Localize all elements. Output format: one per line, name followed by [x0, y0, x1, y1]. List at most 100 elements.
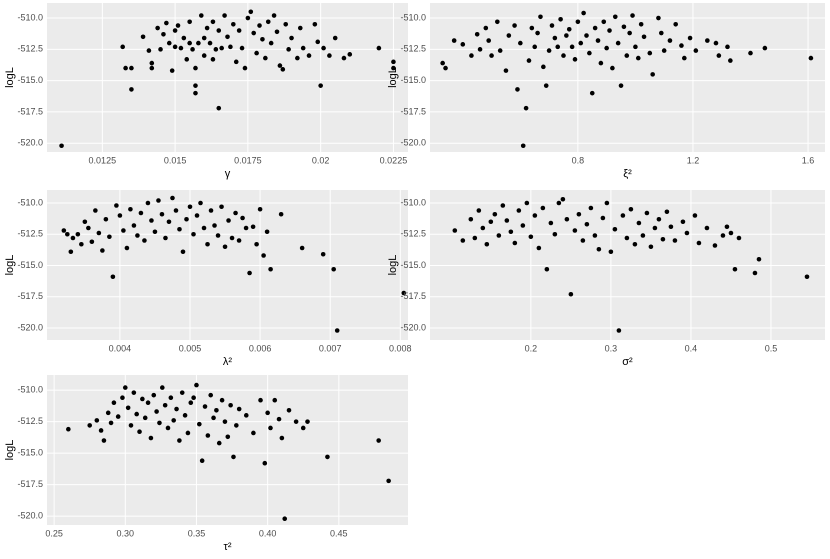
point — [131, 390, 137, 395]
point — [321, 45, 326, 51]
point — [198, 200, 203, 206]
point — [279, 435, 285, 441]
point — [549, 23, 555, 28]
point — [158, 47, 163, 52]
point — [98, 428, 104, 433]
point — [278, 211, 284, 217]
point — [108, 420, 114, 426]
point — [692, 213, 698, 218]
point — [331, 266, 336, 272]
point — [615, 40, 621, 46]
x-tick-label: 0.004 — [109, 343, 132, 353]
y-tick-label: -515.0 — [17, 260, 43, 270]
point — [134, 411, 139, 417]
point — [480, 225, 486, 231]
point — [268, 40, 274, 46]
point — [524, 200, 530, 206]
point — [508, 229, 514, 235]
point — [75, 231, 81, 237]
x-tick-label: 0.25 — [45, 528, 63, 538]
point — [208, 392, 214, 398]
point — [327, 53, 332, 58]
point — [604, 200, 610, 206]
point — [736, 235, 742, 241]
point — [504, 218, 510, 223]
point — [576, 211, 582, 217]
point — [544, 266, 550, 272]
point — [165, 425, 171, 431]
point — [261, 253, 266, 258]
x-axis-title: τ² — [223, 541, 231, 553]
point — [93, 208, 98, 213]
point — [154, 409, 159, 414]
point — [608, 249, 614, 255]
point — [641, 34, 647, 40]
point — [120, 44, 125, 50]
point — [216, 440, 222, 446]
point — [245, 15, 251, 21]
x-tick-label: 0.02 — [312, 155, 330, 165]
point — [588, 205, 594, 211]
point — [198, 13, 204, 18]
point — [184, 57, 190, 62]
point — [713, 40, 719, 46]
point — [171, 418, 176, 423]
point — [156, 198, 161, 203]
x-tick-label: 0.008 — [389, 343, 412, 353]
x-tick-label: 0.8 — [572, 155, 585, 165]
point — [652, 225, 658, 231]
x-tick-label: 0.006 — [249, 343, 272, 353]
point — [495, 19, 500, 25]
point — [347, 52, 353, 57]
point — [124, 245, 130, 251]
point — [177, 438, 182, 443]
point — [173, 208, 179, 213]
point — [762, 45, 768, 51]
point — [145, 200, 151, 206]
point — [233, 59, 239, 65]
y-tick-label: -510.0 — [17, 12, 43, 22]
point — [728, 230, 734, 236]
x-tick-label: 0.45 — [330, 528, 348, 538]
point — [271, 13, 277, 18]
point — [251, 30, 257, 36]
point — [492, 211, 498, 217]
point — [146, 48, 152, 53]
point — [532, 44, 538, 50]
y-tick-label: -517.5 — [17, 106, 43, 116]
point — [636, 220, 642, 226]
point — [114, 203, 119, 208]
point — [300, 45, 306, 51]
x-axis-title: λ² — [223, 356, 233, 368]
point — [231, 21, 236, 27]
point — [568, 291, 574, 297]
point — [65, 231, 70, 237]
point — [512, 23, 517, 28]
point — [222, 13, 227, 18]
point — [548, 220, 554, 226]
point — [325, 454, 330, 460]
point — [182, 413, 188, 418]
point — [254, 241, 259, 247]
point — [103, 216, 109, 222]
point — [556, 200, 562, 206]
x-axis-title: ξ² — [623, 168, 632, 180]
point — [187, 204, 193, 210]
point — [194, 213, 200, 218]
point — [129, 87, 134, 92]
point — [212, 223, 217, 228]
point — [160, 385, 165, 390]
point — [752, 270, 758, 276]
point — [469, 53, 474, 58]
point — [149, 218, 154, 223]
point — [638, 21, 644, 27]
x-tick-label: 1.2 — [687, 155, 700, 165]
point — [178, 45, 184, 51]
point — [219, 204, 224, 210]
point — [242, 65, 248, 71]
point — [748, 50, 753, 56]
x-tick-label: 0.0125 — [89, 155, 117, 165]
point — [705, 38, 710, 43]
point — [168, 395, 174, 400]
point — [205, 433, 211, 438]
